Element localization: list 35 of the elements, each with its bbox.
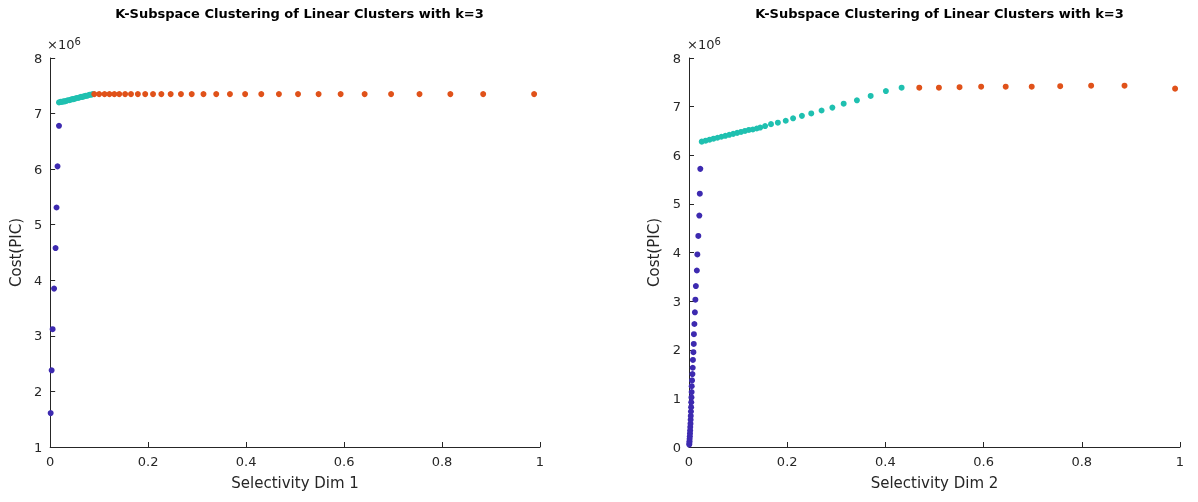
- x-tick-label: 0.6: [333, 454, 355, 469]
- y-axis-title: Cost(PIC): [645, 218, 664, 287]
- y-tick-label: 0: [672, 439, 681, 455]
- y-tick-label: 7: [672, 99, 681, 115]
- y-tick-label: 8: [33, 50, 43, 66]
- x-tick-label: 1: [1175, 454, 1185, 469]
- x-axis-title: Selectivity Dim 1: [231, 473, 359, 492]
- y-axis-title: Cost(PIC): [6, 218, 25, 287]
- y-tick-label: 5: [33, 217, 43, 233]
- x-tick-label: 0.8: [1071, 454, 1093, 469]
- y-tick-label: 1: [672, 390, 681, 406]
- x-tick-label: 1: [535, 454, 545, 469]
- x-tick-label: 0: [684, 454, 694, 469]
- y-tick-label: 7: [33, 106, 43, 122]
- y-tick-label: 2: [33, 383, 43, 399]
- y-tick-label: 4: [33, 272, 43, 288]
- y-tick-label: 2: [672, 342, 681, 358]
- y-tick-label: 8: [672, 50, 681, 66]
- x-tick-label: 0.2: [137, 454, 159, 469]
- x-tick-label: 0: [46, 454, 55, 469]
- x-axis-title: Selectivity Dim 2: [870, 473, 999, 492]
- chart-title: K-Subspace Clustering of Linear Clusters with k=3: [755, 6, 1124, 21]
- x-tick-label: 0.4: [235, 454, 257, 469]
- x-tick-label: 0.4: [875, 454, 896, 469]
- y-tick-label: 5: [672, 196, 681, 212]
- x-tick-label: 0.8: [431, 454, 453, 469]
- y-tick-label: 3: [33, 328, 43, 344]
- y-tick-label: 6: [33, 161, 43, 177]
- chart-title: K-Subspace Clustering of Linear Clusters with k=3: [115, 6, 484, 21]
- x-tick-label: 0.2: [776, 454, 798, 469]
- x-tick-label: 0.6: [973, 454, 994, 469]
- y-tick-label: 3: [672, 293, 681, 309]
- y-tick-label: 1: [33, 439, 43, 455]
- y-tick-label: 4: [672, 245, 681, 260]
- y-tick-label: 6: [672, 147, 681, 163]
